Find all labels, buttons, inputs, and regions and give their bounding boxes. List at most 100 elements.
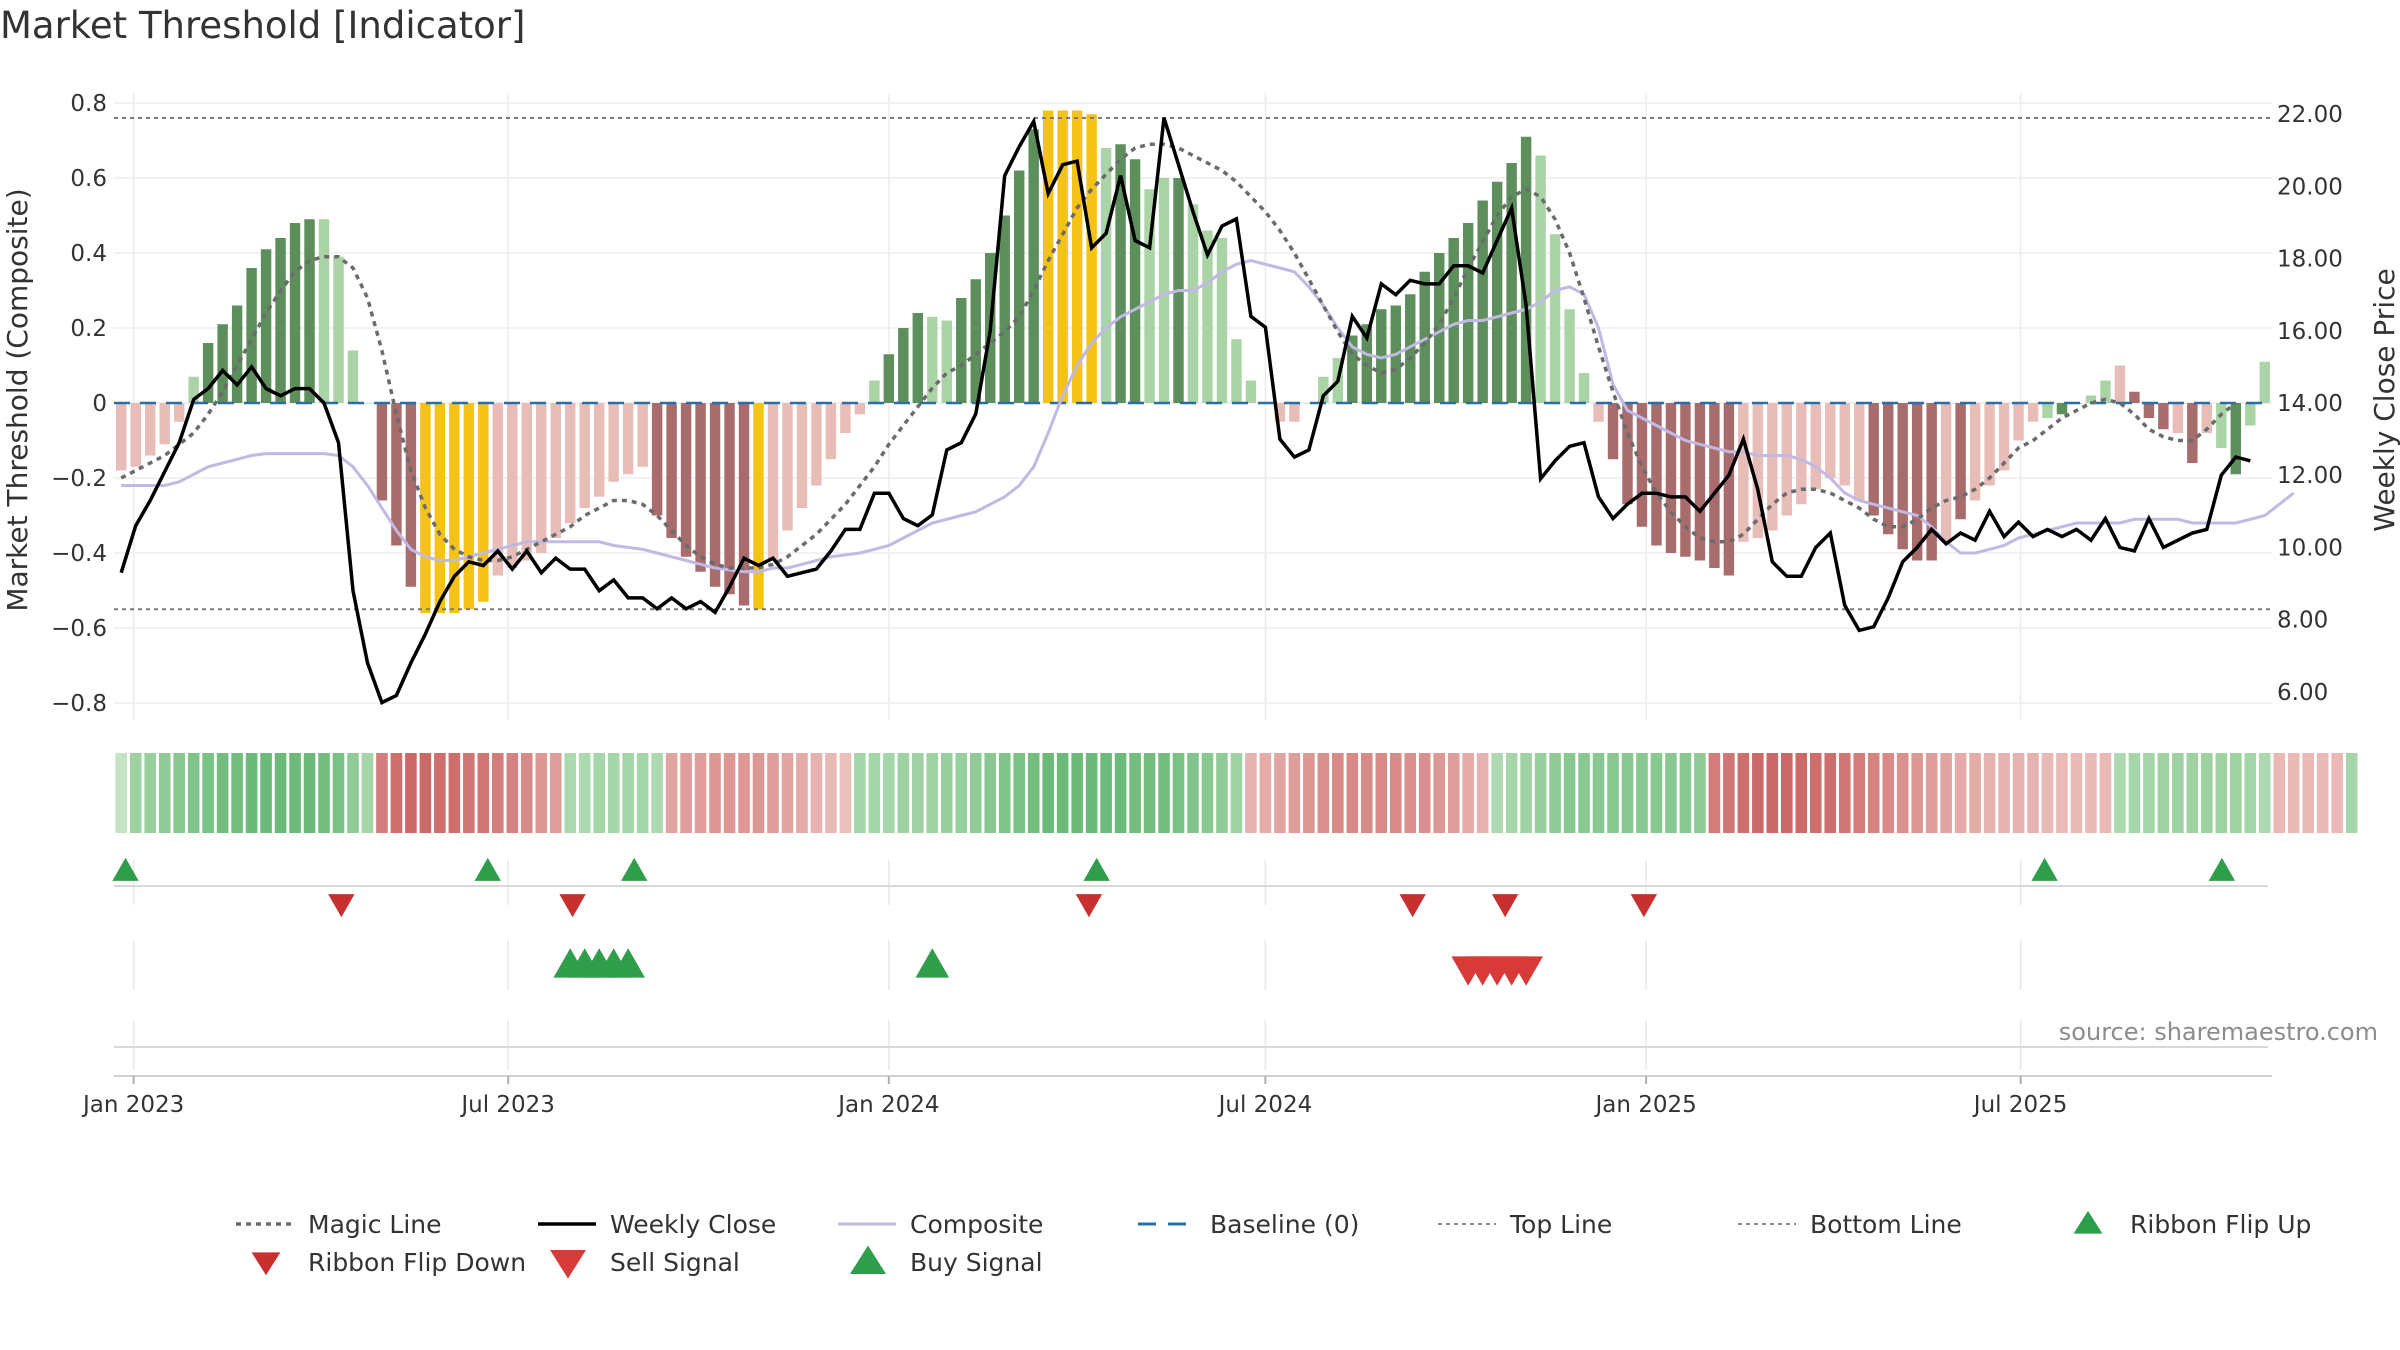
ribbon-cell [926,753,939,833]
legend-item: Ribbon Flip Up [2073,1210,2311,1239]
composite-bar [2187,403,2198,463]
composite-bar [2201,403,2213,433]
ribbon-cell [1245,753,1257,833]
ribbon-cell [854,753,866,833]
composite-bar [289,223,301,403]
reference-lines [114,117,2272,611]
composite-bar [680,403,692,557]
composite-bar [2259,361,2270,403]
composite-bar [333,256,344,403]
composite-bar [1231,339,1242,403]
ribbon-cell [1447,753,1460,833]
ribbon-cell [144,753,157,833]
ribbon-cell [1636,753,1648,833]
ribbon-cell [1983,753,1996,833]
ribbon-cell [1303,753,1315,833]
composite-bar [1549,234,1561,403]
composite-bar [1013,170,1025,403]
ribbon-cell [1954,753,1967,833]
composite-bar [753,403,764,610]
composite-bar [2245,403,2256,426]
x-axis: Jan 2023 Jul 2023 Jan 2024 Jul 2024 Jan 2025… [81,1075,2272,1118]
composite-bar [1897,403,1908,550]
composite-bar [304,219,315,403]
composite-bar [1202,230,1213,403]
composite-bar [1607,403,1619,460]
ribbon-cell [796,753,808,833]
ribbon-cell [622,753,634,833]
y-tick-label: −0.8 [51,691,107,717]
composite-bar [1071,110,1083,403]
ribbon-cell [723,753,736,833]
ribbon-cell [1491,753,1503,833]
legend-item: Top Line [1438,1210,1612,1239]
ribbon-flip-down-marker [328,894,355,918]
composite-bar [391,403,402,546]
legend-item: Weekly Close [538,1210,776,1239]
ribbon-flip-up-marker [474,857,501,881]
ribbon-cell [1621,753,1634,833]
composite-bar [260,249,272,403]
composite-bar [246,268,257,403]
composite-bar [2143,403,2155,418]
composite-bar [1752,403,1764,538]
composite-bar [1042,110,1054,403]
y2-tick-label: 14.00 [2277,391,2343,417]
ribbon-cell [1809,753,1822,833]
composite-bar [956,298,967,403]
composite-bar [1854,403,1865,501]
ribbon-cell [2201,753,2213,833]
y2-tick-label: 8.00 [2277,608,2328,634]
ribbon-cell [1259,753,1272,833]
legend-item: Bottom Line [1738,1210,1962,1239]
ribbon-cell [2128,753,2141,833]
ribbon-cell [2258,753,2271,833]
ribbon-cell [289,753,301,833]
ribbon-cell [2316,753,2329,833]
ribbon-cell [636,753,649,833]
ribbon-cell [593,753,605,833]
ribbon-cell [129,753,142,833]
ribbon-cell [1042,753,1054,833]
ribbon-cell [1505,753,1518,833]
legend-label: Ribbon Flip Down [308,1248,526,1277]
ribbon-cell [607,753,620,833]
y-tick-label: 0.8 [70,91,107,117]
ribbon-cell [1201,753,1214,833]
composite-bar [362,403,373,404]
composite-bar [1680,403,1691,557]
composite-bar [970,279,981,403]
ribbon-cell [1520,753,1532,833]
ribbon-cell [1838,753,1851,833]
composite-bar [1347,335,1358,403]
composite-bar [565,403,576,523]
ribbon-cell [1925,753,1938,833]
legend-label: Ribbon Flip Up [2130,1210,2311,1239]
composite-bar [130,403,141,467]
x-tick-label: Jul 2023 [459,1092,555,1118]
composite-bar [2230,403,2242,475]
ribbon-cell [1404,753,1417,833]
composite-bar [1911,403,1923,561]
ribbon-flip-down-marker [1075,894,1103,918]
ribbon-cell [1230,753,1243,833]
composite-bar [1506,163,1517,403]
ribbon-cell [1737,753,1750,833]
ribbon-cell [1607,753,1619,833]
ribbon-cell [1476,753,1489,833]
ribbon-flip-up-marker [621,857,648,881]
composite-bar [912,313,924,403]
y-tick-label: 0 [92,391,107,417]
composite-bar [2085,395,2097,403]
ribbon-cell [781,753,794,833]
ribbon-cell [1650,753,1663,833]
composite-bar [1825,403,1836,478]
ribbon-cell [998,753,1011,833]
composite-bar [1969,403,1981,501]
legend-item: Composite [838,1210,1043,1239]
composite-bar [666,403,677,538]
ribbon-cell [1375,753,1388,833]
ribbon-cell [158,753,171,833]
ribbon-flip-up-marker [112,857,139,881]
composite-bar [1187,204,1199,403]
